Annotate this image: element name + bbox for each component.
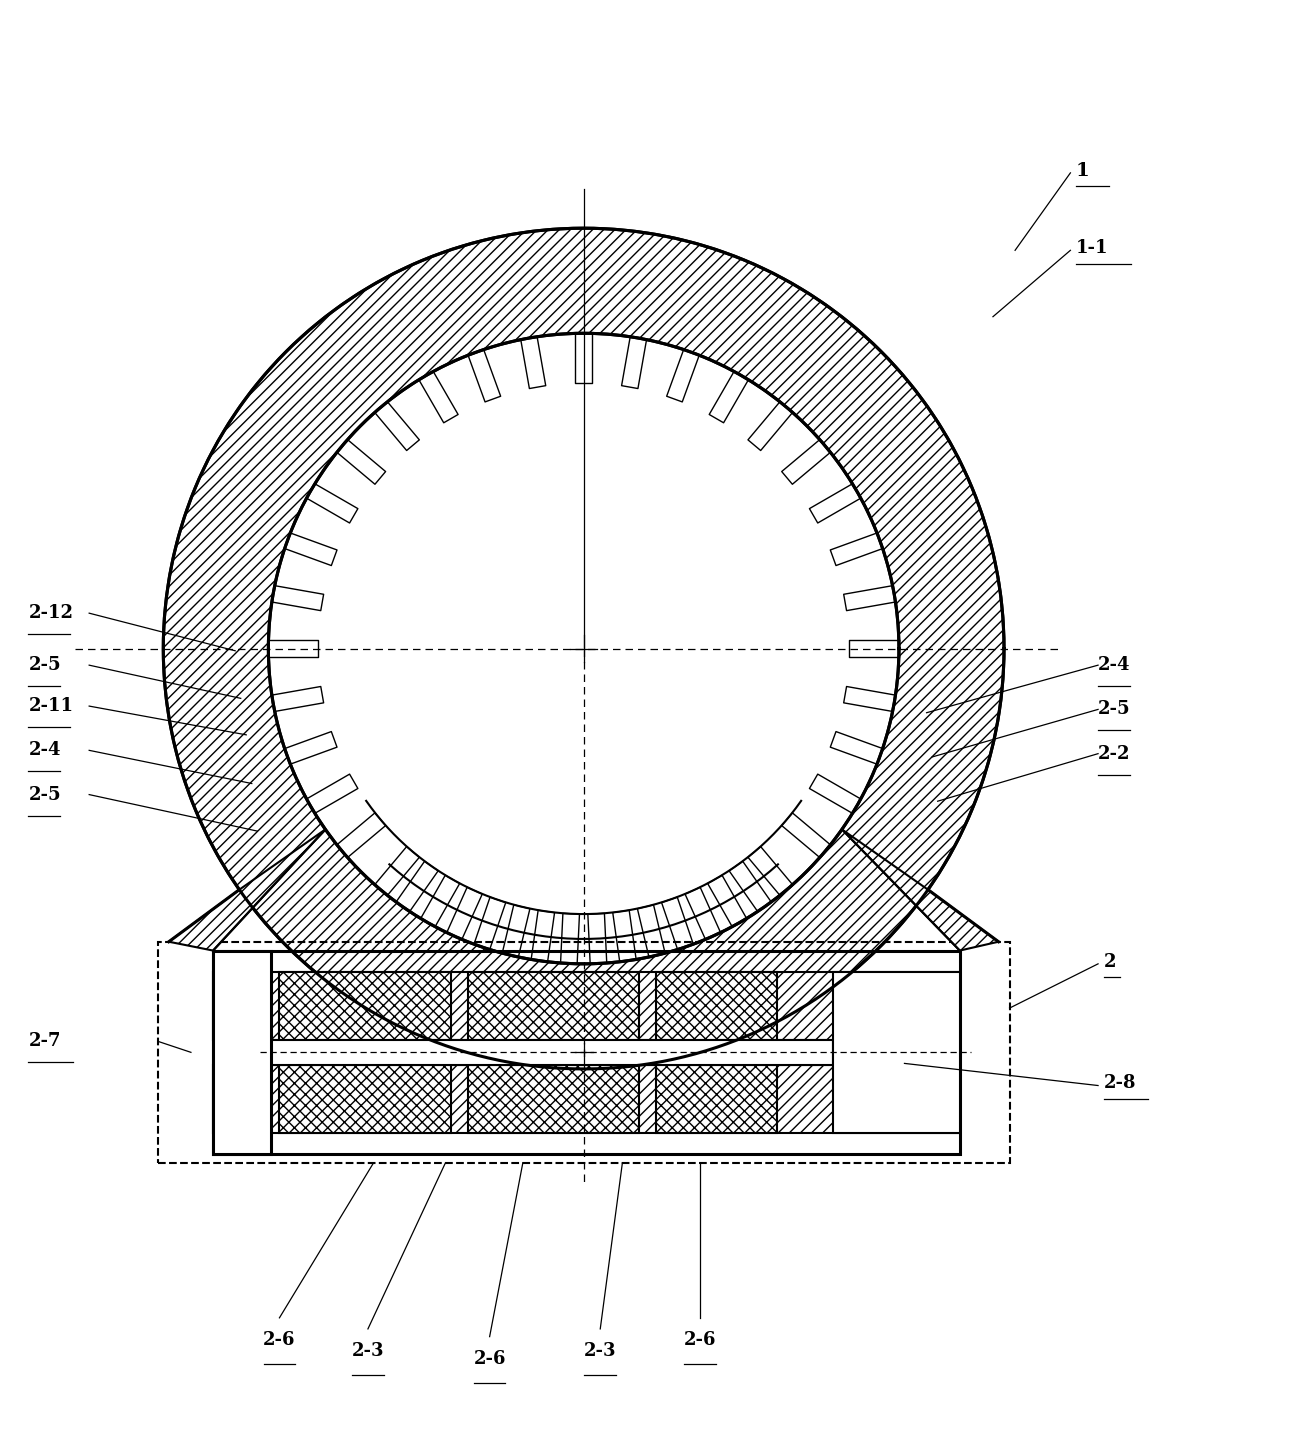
Bar: [213, 951, 960, 1154]
Bar: [833, 971, 960, 1133]
Bar: [468, 971, 639, 1040]
Text: 2-2: 2-2: [1098, 745, 1130, 762]
Text: 2-4: 2-4: [1098, 656, 1130, 674]
Text: 2-11: 2-11: [28, 697, 73, 714]
Text: 2-6: 2-6: [683, 1331, 717, 1349]
Bar: [468, 1064, 639, 1133]
Bar: [157, 942, 1009, 1163]
Text: 2-6: 2-6: [263, 1331, 295, 1349]
Text: 2: 2: [1103, 953, 1116, 970]
Bar: [271, 1040, 833, 1064]
Bar: [213, 1064, 960, 1133]
Text: 2-6: 2-6: [473, 1350, 505, 1368]
Text: 1-1: 1-1: [1076, 240, 1109, 257]
Text: 2-5: 2-5: [28, 656, 61, 674]
Bar: [656, 1064, 777, 1133]
Text: 2-12: 2-12: [28, 604, 73, 621]
Text: 2-3: 2-3: [352, 1342, 384, 1361]
Text: 2-5: 2-5: [28, 786, 61, 803]
Bar: [280, 971, 451, 1040]
Bar: [280, 1064, 451, 1133]
Text: 1: 1: [1076, 161, 1089, 180]
Bar: [656, 971, 777, 1040]
Text: 2-7: 2-7: [28, 1032, 61, 1050]
Text: 2-4: 2-4: [28, 742, 61, 759]
Polygon shape: [842, 829, 999, 951]
Bar: [213, 971, 960, 1040]
Text: 2-3: 2-3: [584, 1342, 616, 1361]
Text: 2-8: 2-8: [1103, 1074, 1136, 1092]
Bar: [213, 951, 271, 1154]
Text: 2-5: 2-5: [1098, 700, 1130, 719]
Polygon shape: [169, 829, 325, 951]
